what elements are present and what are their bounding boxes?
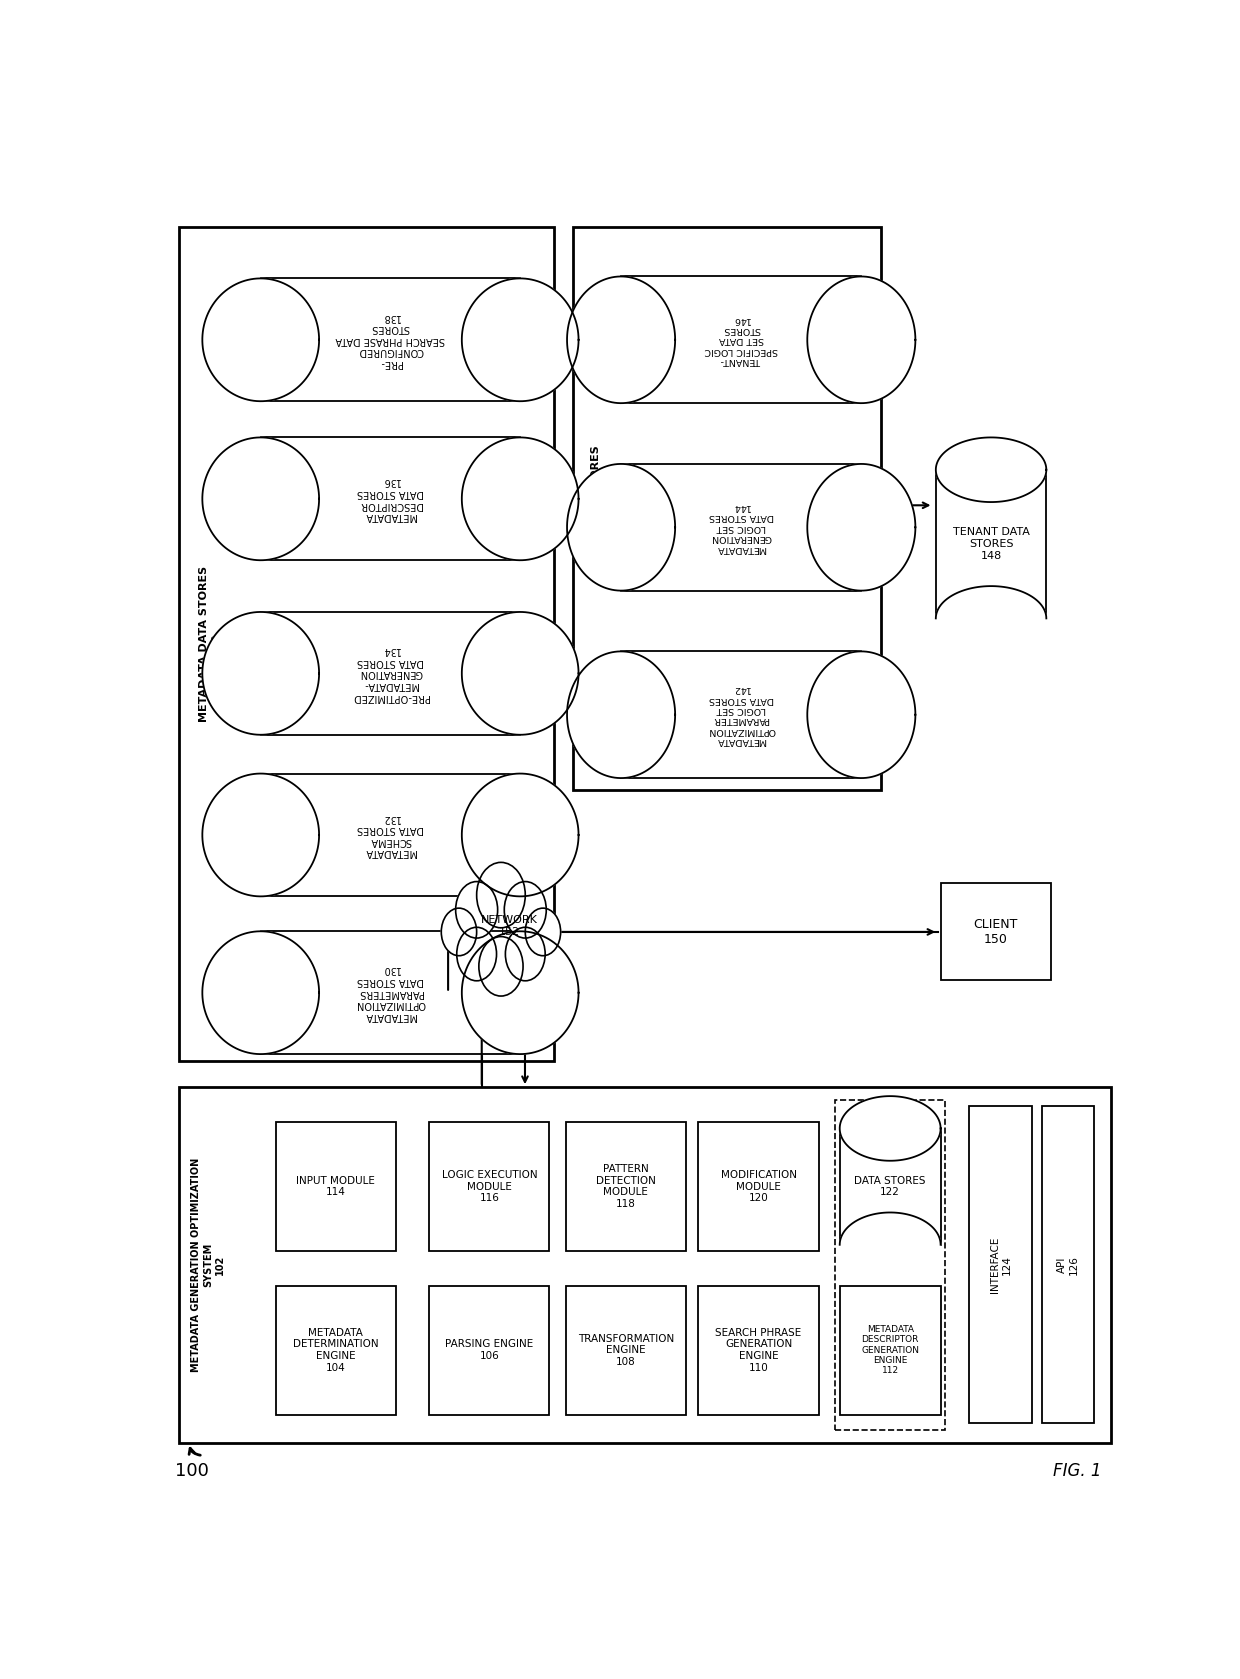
Bar [698,1286,818,1415]
Circle shape [526,908,560,955]
Polygon shape [936,470,1047,618]
Bar [698,1122,818,1251]
Bar [565,1286,686,1415]
Bar [970,1106,1032,1424]
Text: PATTERN
DETECTION
MODULE
118: PATTERN DETECTION MODULE 118 [596,1164,656,1209]
Text: PARSING ENGINE
106: PARSING ENGINE 106 [445,1340,533,1362]
Text: TRANSFORMATION
ENGINE
108: TRANSFORMATION ENGINE 108 [578,1333,675,1367]
Text: METADATA
DETERMINATION
ENGINE
104: METADATA DETERMINATION ENGINE 104 [293,1328,378,1372]
Polygon shape [260,611,521,735]
Text: INTERFACE
124: INTERFACE 124 [990,1237,1012,1293]
Polygon shape [461,438,579,561]
Circle shape [441,908,476,955]
Text: PRE-
CONFIGURED
SEARCH PHRASE DATA
STORES
138: PRE- CONFIGURED SEARCH PHRASE DATA STORE… [336,312,445,368]
Polygon shape [936,586,1047,651]
Bar [179,227,554,1061]
Polygon shape [202,932,319,1054]
Bar [573,227,880,789]
Polygon shape [260,774,521,897]
Circle shape [505,881,547,939]
Bar [839,1286,941,1415]
Text: 100: 100 [175,1462,208,1481]
Circle shape [479,937,523,996]
Polygon shape [807,463,915,591]
Polygon shape [260,932,521,1054]
Text: METADATA
GENERATION
LOGIC SET
DATA STORES
144: METADATA GENERATION LOGIC SET DATA STORE… [709,502,774,552]
Bar [565,1122,686,1251]
Polygon shape [621,463,862,591]
Text: METADATA
OPTIMIZATION
PARAMETER
LOGIC SET
DATA STORES
142: METADATA OPTIMIZATION PARAMETER LOGIC SE… [707,685,775,745]
Polygon shape [567,277,675,403]
Polygon shape [202,611,319,735]
Text: FIG. 1: FIG. 1 [1053,1462,1102,1481]
Bar [275,1122,396,1251]
Polygon shape [202,438,319,561]
Circle shape [455,881,497,939]
Polygon shape [807,651,915,777]
Text: CLIENT
150: CLIENT 150 [973,918,1018,945]
Text: DATA STORES
122: DATA STORES 122 [854,1175,926,1197]
Text: TENANT DATA
STORES
148: TENANT DATA STORES 148 [952,527,1029,561]
Text: METADATA
SCHEMA
DATA STORES
132: METADATA SCHEMA DATA STORES 132 [357,813,424,858]
Polygon shape [260,279,521,401]
Bar [1042,1106,1095,1424]
Polygon shape [461,611,579,735]
Text: SEARCH PHRASE
GENERATION
ENGINE
110: SEARCH PHRASE GENERATION ENGINE 110 [715,1328,801,1372]
Text: METADATA DATA STORES
128: METADATA DATA STORES 128 [198,566,221,722]
Polygon shape [839,1128,941,1244]
Polygon shape [202,279,319,401]
Polygon shape [461,774,579,897]
Polygon shape [461,932,579,1054]
Polygon shape [621,277,862,403]
Text: INPUT MODULE
114: INPUT MODULE 114 [296,1175,376,1197]
Text: NETWORK
152: NETWORK 152 [481,915,538,937]
Polygon shape [807,277,915,403]
Text: TENANT-
SPECIFIC LOGIC
SET DATA
STORES
146: TENANT- SPECIFIC LOGIC SET DATA STORES 1… [704,314,777,364]
Polygon shape [567,463,675,591]
Polygon shape [260,438,521,561]
Polygon shape [567,651,675,777]
Polygon shape [621,651,862,777]
Bar [275,1286,396,1415]
Text: MODIFICATION
MODULE
120: MODIFICATION MODULE 120 [720,1170,796,1204]
Text: METADATA
OPTIMIZATION
PARAMETERS
DATA STORES
130: METADATA OPTIMIZATION PARAMETERS DATA ST… [356,964,425,1021]
Bar [941,883,1052,981]
Circle shape [506,927,546,981]
Bar [429,1286,549,1415]
Polygon shape [461,279,579,401]
Text: METADATA
DESCRIPTOR
GENERATION
ENGINE
112: METADATA DESCRIPTOR GENERATION ENGINE 11… [861,1325,919,1375]
Text: PRE-OPTIMIZED
METADATA-
GENERATION
DATA STORES
134: PRE-OPTIMIZED METADATA- GENERATION DATA … [352,645,429,702]
Polygon shape [839,1212,941,1278]
Polygon shape [936,438,1047,502]
Circle shape [476,863,526,928]
Bar [835,1100,945,1431]
Text: API
126: API 126 [1058,1254,1079,1274]
Text: LOGIC DATA STORES
140: LOGIC DATA STORES 140 [591,445,613,573]
Circle shape [456,927,496,981]
Text: LOGIC EXECUTION
MODULE
116: LOGIC EXECUTION MODULE 116 [441,1170,537,1204]
Text: METADATA
DESCRIPTOR
DATA STORES
136: METADATA DESCRIPTOR DATA STORES 136 [357,477,424,520]
Text: METADATA GENERATION OPTIMIZATION
SYSTEM
102: METADATA GENERATION OPTIMIZATION SYSTEM … [191,1159,224,1372]
Bar [179,1086,1111,1442]
Polygon shape [839,1096,941,1160]
Polygon shape [202,774,319,897]
Bar [429,1122,549,1251]
